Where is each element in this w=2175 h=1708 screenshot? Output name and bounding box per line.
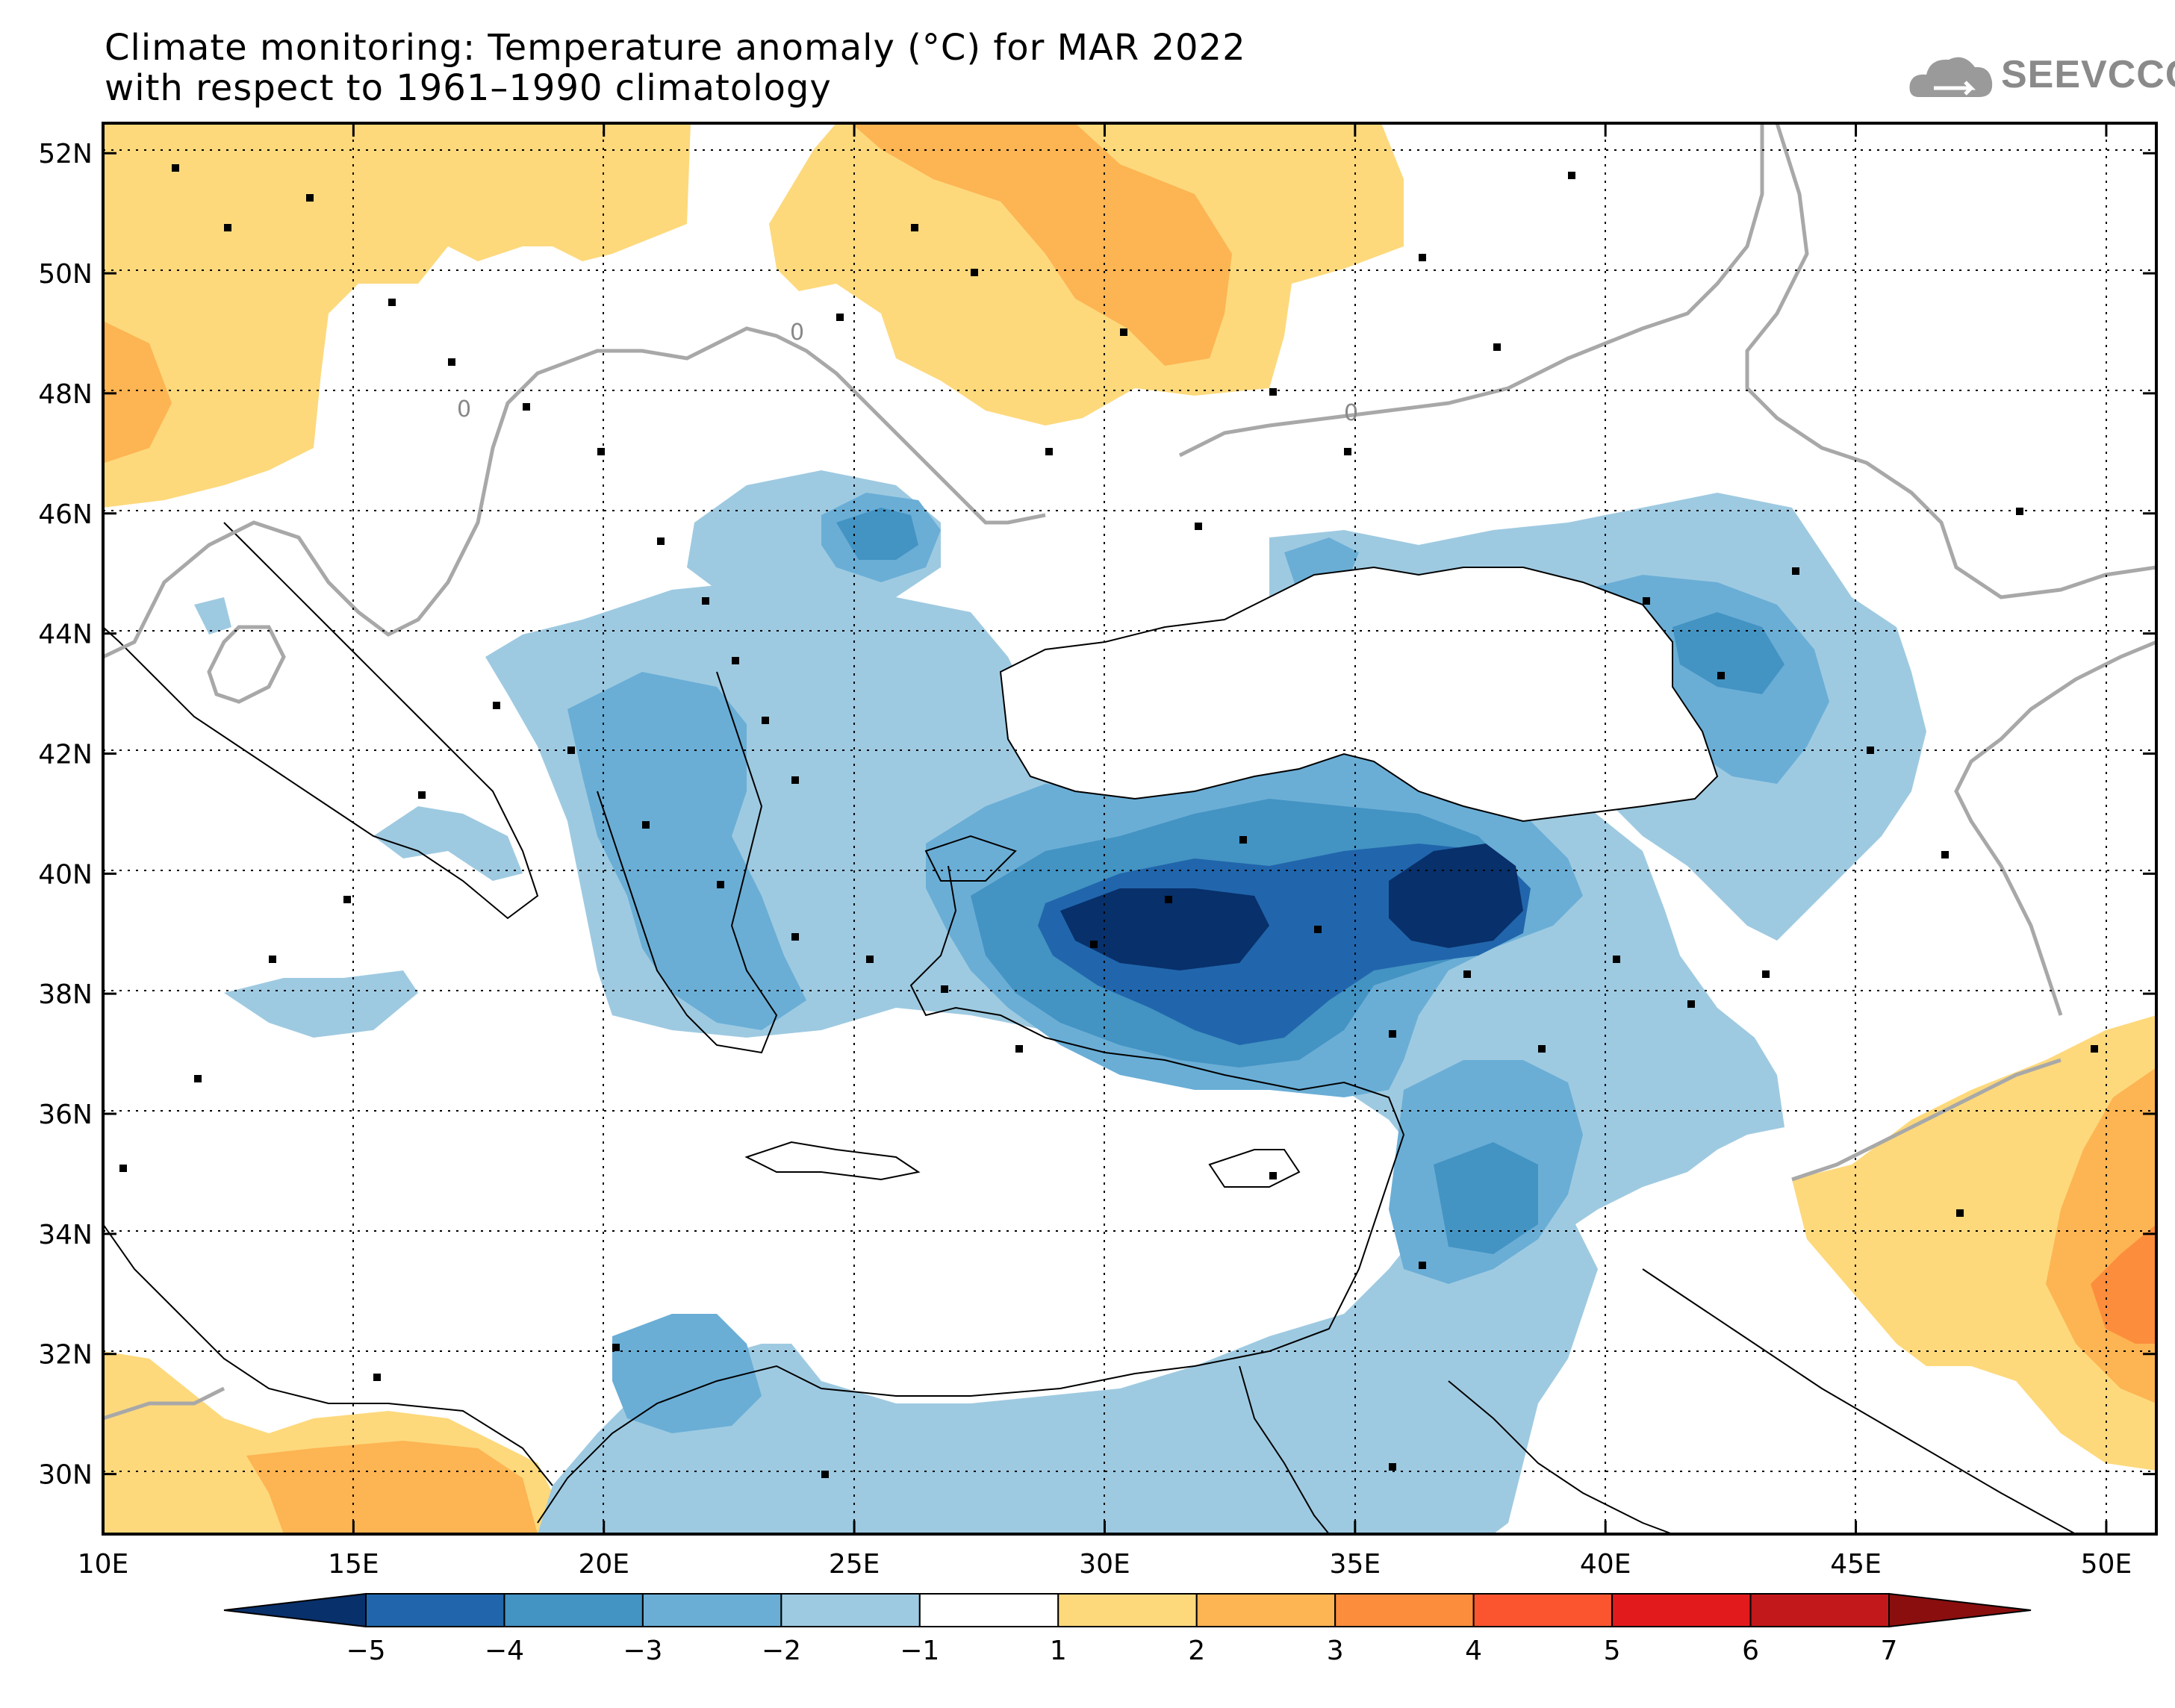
zero-contours — [103, 123, 2156, 1421]
y-tick-label: 50N — [38, 259, 93, 290]
contour-labels: 0 0 0 — [457, 320, 1358, 426]
x-tick-label: 30E — [1079, 1549, 1130, 1580]
map-frame — [102, 122, 2158, 1536]
cloud-icon — [1909, 57, 1993, 97]
colorbar-tick-label: 3 — [1327, 1636, 1344, 1666]
colorbar-extend-low — [223, 1592, 367, 1628]
cold-anomaly-caucasus-3 — [1673, 612, 1785, 694]
colorbar-tick-label: −4 — [485, 1636, 524, 1666]
cold-anomaly-levant-3 — [1434, 1142, 1538, 1254]
colorbar-box — [780, 1593, 921, 1627]
colorbar-tick-label: 7 — [1881, 1636, 1898, 1666]
colorbar-box — [1334, 1593, 1475, 1627]
cold-anomaly-danube-3 — [836, 508, 918, 560]
cold-anomaly-anatolia-5 — [1389, 844, 1523, 948]
warm-anomaly-east — [1792, 1015, 2156, 1471]
contour-label: 0 — [790, 320, 804, 346]
station-markers — [119, 164, 2098, 1478]
y-tick-label: 42N — [38, 739, 93, 770]
colorbar-tick-label: −2 — [762, 1636, 801, 1666]
y-tick-label: 38N — [38, 979, 93, 1010]
cold-anomaly-italy — [373, 806, 523, 881]
y-tick-label: 36N — [38, 1100, 93, 1130]
y-tick-label: 52N — [38, 139, 93, 169]
x-tick-label: 10E — [78, 1549, 129, 1580]
graticule — [103, 123, 2156, 1534]
contour-label: 0 — [1344, 400, 1358, 426]
y-tick-label: 44N — [38, 620, 93, 650]
anomaly-fields — [103, 123, 2156, 1534]
warm-anomaly-north-core — [851, 123, 1232, 366]
colorbar-box — [918, 1593, 1060, 1627]
x-tick-label: 50E — [2081, 1549, 2132, 1580]
colorbar-box — [503, 1593, 644, 1627]
x-tick-label: 40E — [1580, 1549, 1631, 1580]
x-axis: 10E 15E 20E 25E 30E 35E 40E 45E 50E — [78, 123, 2132, 1580]
coastlines — [103, 522, 2076, 1534]
logo-text: SEEVCCC — [2001, 53, 2175, 96]
cold-anomaly-anatolia-5b — [1060, 888, 1269, 970]
x-tick-label: 15E — [328, 1549, 379, 1580]
warm-anomaly-west-core — [103, 321, 172, 463]
x-tick-label: 20E — [578, 1549, 629, 1580]
y-tick-label: 40N — [38, 859, 93, 890]
colorbar-tick-label: −5 — [346, 1636, 385, 1666]
colorbar-box — [1749, 1593, 1890, 1627]
cold-anomaly-adriatic — [194, 597, 231, 635]
colorbar-box — [641, 1593, 782, 1627]
cold-anomaly-sicily — [224, 970, 418, 1038]
colorbar-box — [1057, 1593, 1198, 1627]
x-tick-label: 45E — [1830, 1549, 1882, 1580]
colorbar-box — [1611, 1593, 1752, 1627]
colorbar-extend-high — [1888, 1592, 2032, 1628]
colorbar-tick-label: 1 — [1050, 1636, 1067, 1666]
y-tick-label: 32N — [38, 1340, 93, 1371]
y-tick-label: 34N — [38, 1220, 93, 1250]
y-tick-label: 46N — [38, 499, 93, 530]
map-title: Climate monitoring: Temperature anomaly … — [105, 27, 1246, 69]
colorbar-box — [365, 1593, 505, 1627]
y-tick-label: 30N — [38, 1460, 93, 1491]
colorbar-tick-label: −1 — [900, 1636, 939, 1666]
colorbar-box — [1195, 1593, 1337, 1627]
y-tick-label: 48N — [38, 379, 93, 410]
colorbar-tick-label: 6 — [1742, 1636, 1759, 1666]
cold-anomaly-egypt-2 — [612, 1314, 762, 1433]
x-tick-label: 25E — [829, 1549, 880, 1580]
colorbar-box — [1472, 1593, 1614, 1627]
colorbar-tick-label: 5 — [1604, 1636, 1621, 1666]
warm-anomaly-northwest — [103, 123, 691, 508]
contour-label: 0 — [457, 396, 471, 423]
y-axis: 52N 50N 48N 46N 44N 42N 40N 38N 36N 34N 32N 30N — [38, 139, 2156, 1491]
colorbar: −5 −4 −3 −2 −1 1 2 3 4 5 6 7 — [223, 1592, 2032, 1666]
colorbar-tick-label: −3 — [623, 1636, 662, 1666]
colorbar-tick-label: 4 — [1465, 1636, 1482, 1666]
map-subtitle: with respect to 1961–1990 climatology — [105, 67, 832, 109]
warm-anomaly-southwest-core — [246, 1441, 538, 1534]
colorbar-tick-label: 2 — [1188, 1636, 1205, 1666]
x-tick-label: 35E — [1330, 1549, 1381, 1580]
